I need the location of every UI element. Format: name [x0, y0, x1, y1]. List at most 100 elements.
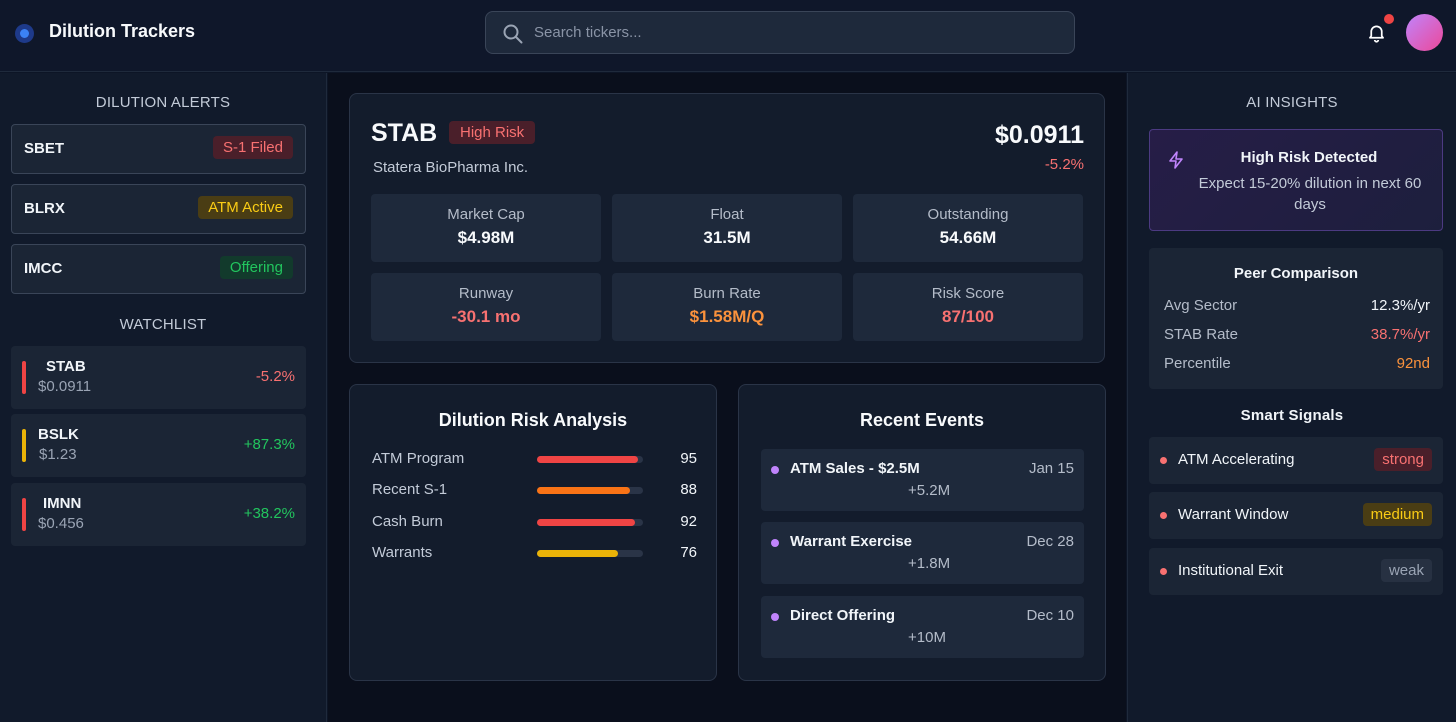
event-item[interactable]: Warrant Exercise +1.8M Dec 28: [761, 522, 1084, 584]
metric-label: Risk Score: [931, 285, 1005, 302]
metric-risk-score: Risk Score 87/100: [853, 273, 1083, 341]
event-dot: [771, 466, 779, 474]
company-name: Statera BioPharma Inc.: [373, 159, 529, 176]
signal-label: Warrant Window: [1178, 506, 1289, 523]
insight-title: High Risk Detected: [1240, 149, 1378, 166]
peer-label: Percentile: [1164, 355, 1231, 372]
event-date: Jan 15: [1028, 460, 1074, 477]
recent-events-card: Recent Events ATM Sales - $2.5M +5.2M Ja…: [738, 384, 1106, 681]
stock-overview-card: STAB High Risk Statera BioPharma Inc. $0…: [349, 93, 1105, 363]
signal-dot: [1160, 568, 1167, 575]
peer-value: 92nd: [1396, 355, 1430, 372]
insights-title: AI INSIGHTS: [1246, 94, 1338, 111]
recent-events-title: Recent Events: [859, 410, 985, 430]
watch-ticker: STAB: [46, 358, 86, 375]
metric-value: 87/100: [942, 307, 994, 326]
watch-change: +38.2%: [243, 505, 295, 522]
signal-item[interactable]: Warrant Window medium: [1149, 492, 1443, 539]
risk-bar-fill: [537, 519, 635, 526]
metric-value: -30.1 mo: [451, 307, 521, 326]
risk-score: 88: [680, 481, 697, 498]
watchlist-item-stab[interactable]: STAB $0.0911 -5.2%: [11, 346, 306, 409]
metric-label: Runway: [458, 285, 514, 302]
risk-row: Cash Burn 92: [372, 513, 697, 533]
alert-badge: Offering: [219, 256, 293, 279]
stock-price: $0.0911: [995, 121, 1084, 149]
risk-label: ATM Program: [372, 450, 465, 467]
left-sidebar: DILUTION ALERTS SBET S-1 Filed BLRX ATM …: [0, 73, 327, 722]
metric-value: 31.5M: [703, 228, 751, 247]
event-title: Direct Offering: [790, 607, 896, 624]
risk-analysis-title: Dilution Risk Analysis: [438, 410, 628, 430]
watchlist-item-bslk[interactable]: BSLK $1.23 +87.3%: [11, 414, 306, 477]
alert-card-imcc[interactable]: IMCC Offering: [11, 244, 306, 294]
search-box[interactable]: [485, 11, 1075, 54]
alert-badge: ATM Active: [198, 196, 293, 219]
event-item[interactable]: ATM Sales - $2.5M +5.2M Jan 15: [761, 449, 1084, 511]
metric-float: Float 31.5M: [612, 194, 842, 262]
event-title: ATM Sales - $2.5M: [790, 460, 920, 477]
main-content: STAB High Risk Statera BioPharma Inc. $0…: [328, 73, 1126, 722]
signal-item[interactable]: ATM Accelerating strong: [1149, 437, 1443, 484]
watch-price: $1.23: [39, 446, 77, 463]
event-item[interactable]: Direct Offering +10M Dec 10: [761, 596, 1084, 658]
risk-bar-track: [537, 487, 643, 494]
risk-bar-track: [537, 456, 643, 463]
stock-ticker: STAB: [371, 119, 438, 147]
metric-label: Outstanding: [927, 206, 1009, 223]
risk-label: Recent S-1: [372, 481, 448, 498]
signals-title: Smart Signals: [1240, 407, 1344, 424]
alert-card-sbet[interactable]: SBET S-1 Filed: [11, 124, 306, 174]
peer-value: 12.3%/yr: [1370, 297, 1430, 314]
peer-label: STAB Rate: [1164, 326, 1238, 343]
peer-value: 38.7%/yr: [1370, 326, 1430, 343]
peer-title: Peer Comparison: [1233, 265, 1359, 282]
risk-bar-track: [537, 519, 643, 526]
alerts-title: DILUTION ALERTS: [95, 94, 231, 111]
metric-market-cap: Market Cap $4.98M: [371, 194, 601, 262]
peer-row: STAB Rate 38.7%/yr: [1164, 326, 1430, 346]
metric-value: $4.98M: [457, 228, 515, 247]
alert-ticker: IMCC: [24, 260, 63, 277]
metric-value: 54.66M: [939, 228, 997, 247]
lightning-icon: [1169, 151, 1183, 169]
risk-score: 92: [680, 513, 697, 530]
stock-change: -5.2%: [1044, 156, 1084, 173]
search-input[interactable]: [534, 12, 1054, 53]
event-date: Dec 10: [1026, 607, 1074, 624]
signal-label: ATM Accelerating: [1178, 451, 1295, 468]
alert-ticker: SBET: [24, 140, 65, 157]
signal-dot: [1160, 457, 1167, 464]
risk-label: Cash Burn: [372, 513, 443, 530]
watch-price: $0.456: [38, 515, 84, 532]
bell-icon[interactable]: [1366, 22, 1387, 43]
risk-row: ATM Program 95: [372, 450, 697, 470]
trend-bar: [22, 361, 26, 394]
metric-burn-rate: Burn Rate $1.58M/Q: [612, 273, 842, 341]
risk-bar-track: [537, 550, 643, 557]
alert-card-blrx[interactable]: BLRX ATM Active: [11, 184, 306, 234]
metric-label: Market Cap: [447, 206, 525, 223]
peer-row: Percentile 92nd: [1164, 355, 1430, 375]
metric-label: Float: [710, 206, 744, 223]
high-risk-insight: High Risk Detected Expect 15-20% dilutio…: [1149, 129, 1443, 231]
signal-label: Institutional Exit: [1178, 562, 1284, 579]
metric-outstanding: Outstanding 54.66M: [853, 194, 1083, 262]
signal-strength-badge: weak: [1380, 559, 1432, 582]
watch-change: +87.3%: [243, 436, 295, 453]
watchlist-item-imnn[interactable]: IMNN $0.456 +38.2%: [11, 483, 306, 546]
logo-icon: [15, 24, 34, 43]
trend-bar: [22, 429, 26, 462]
watch-change: -5.2%: [255, 368, 295, 385]
metric-runway: Runway -30.1 mo: [371, 273, 601, 341]
risk-analysis-card: Dilution Risk Analysis ATM Program 95 Re…: [349, 384, 717, 681]
risk-label: Warrants: [372, 544, 433, 561]
risk-bar-fill: [537, 456, 638, 463]
watchlist-title: WATCHLIST: [119, 316, 207, 333]
event-amount: +1.8M: [908, 555, 951, 572]
avatar[interactable]: [1406, 14, 1443, 51]
signal-item[interactable]: Institutional Exit weak: [1149, 548, 1443, 595]
peer-label: Avg Sector: [1164, 297, 1238, 314]
signal-dot: [1160, 512, 1167, 519]
risk-score: 76: [680, 544, 697, 561]
